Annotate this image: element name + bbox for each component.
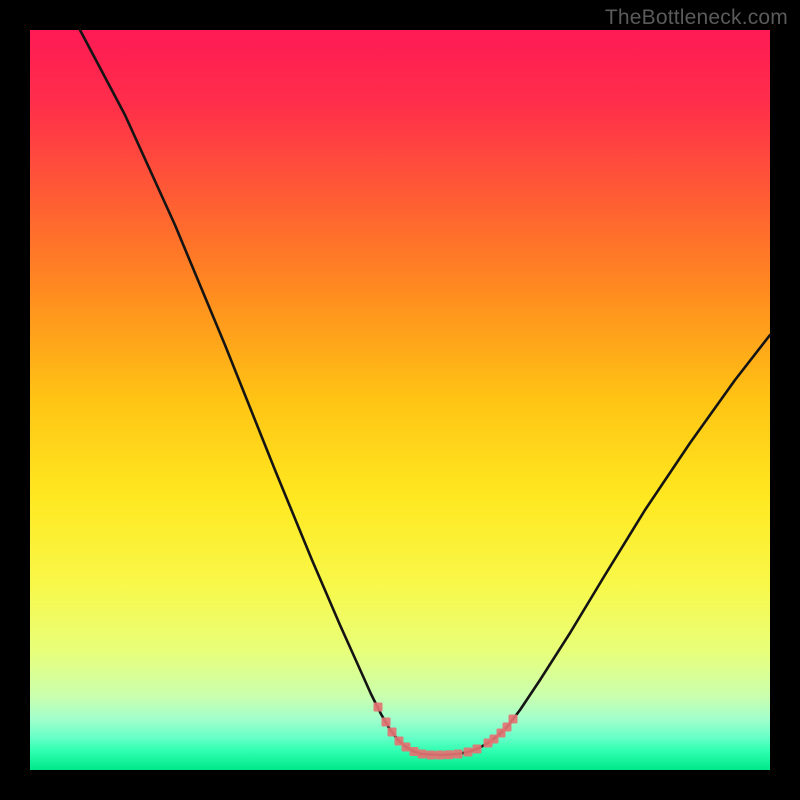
curve-marker xyxy=(374,703,383,712)
watermark-text: TheBottleneck.com xyxy=(605,6,788,30)
chart-stage: TheBottleneck.com xyxy=(0,0,800,800)
curve-marker xyxy=(464,748,473,757)
bottleneck-chart xyxy=(0,0,800,800)
curve-marker xyxy=(436,751,445,760)
curve-marker xyxy=(418,750,427,759)
curve-marker xyxy=(503,723,512,732)
curve-marker xyxy=(454,750,463,759)
curve-marker xyxy=(473,745,482,754)
curve-marker xyxy=(509,715,518,724)
curve-marker xyxy=(382,718,391,727)
plot-background xyxy=(30,30,770,770)
curve-marker xyxy=(427,751,436,760)
curve-marker xyxy=(445,750,454,759)
curve-marker xyxy=(410,747,419,756)
curve-marker xyxy=(388,728,397,737)
curve-marker xyxy=(402,743,411,752)
